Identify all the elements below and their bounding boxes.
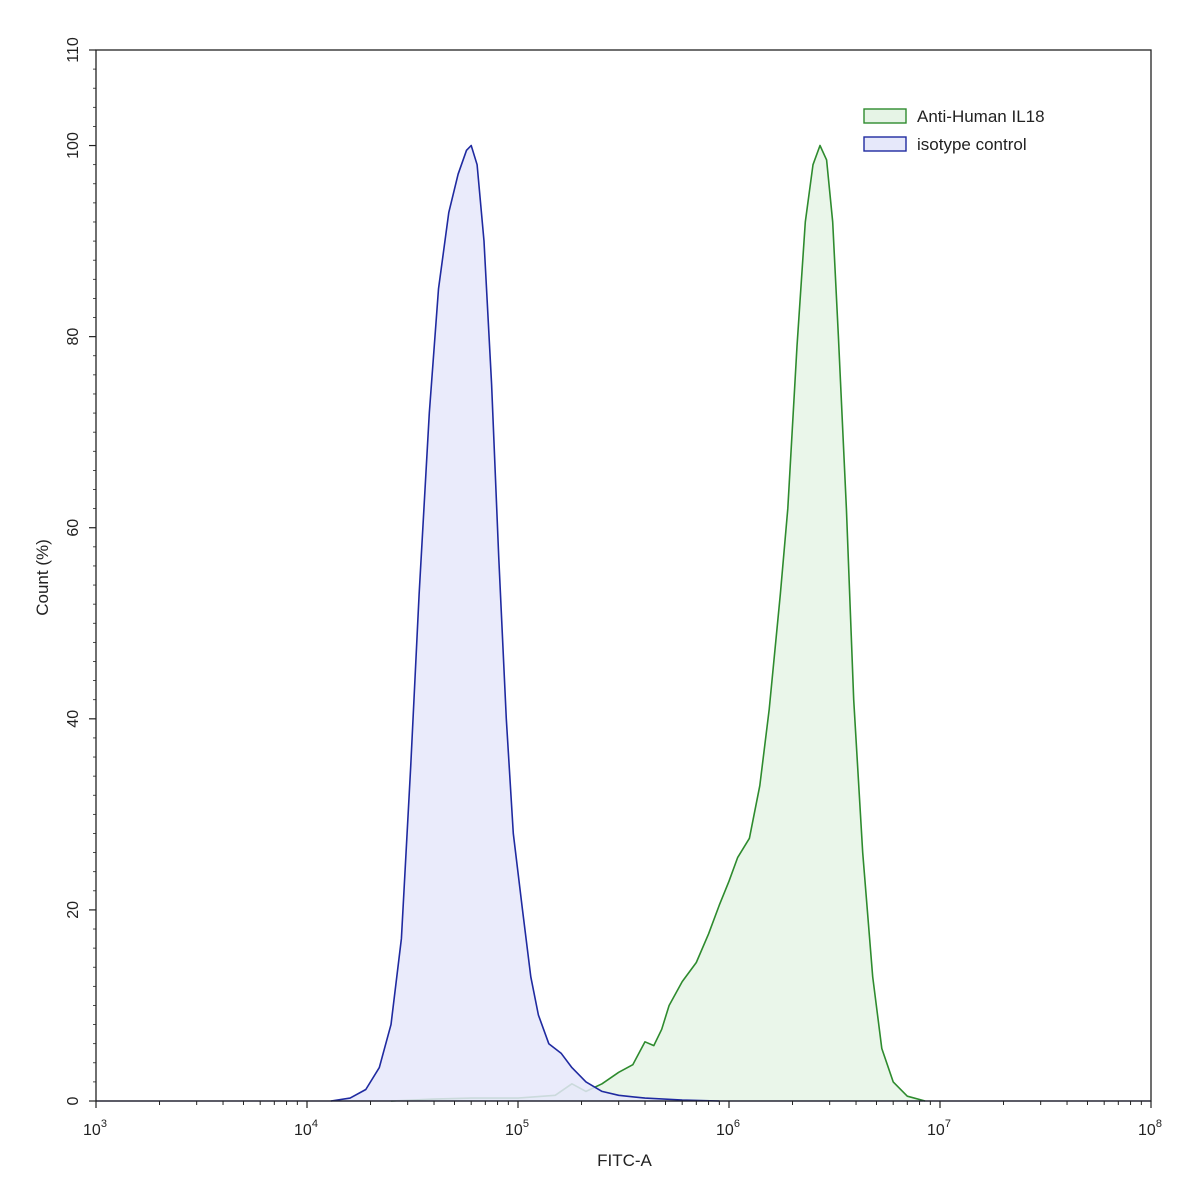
y-tick-label: 40 (65, 710, 82, 728)
y-tick-label: 100 (65, 132, 82, 159)
legend: Anti-Human IL18 isotype control (863, 107, 1045, 154)
legend-swatch (863, 136, 907, 152)
x-tick-label: 106 (716, 1118, 740, 1139)
x-tick-label: 103 (83, 1118, 107, 1139)
x-tick-label: 104 (294, 1118, 318, 1139)
y-tick-label: 80 (65, 328, 82, 346)
legend-label: isotype control (917, 135, 1027, 154)
y-axis-title: Count (%) (33, 539, 52, 616)
x-tick-label: 105 (505, 1118, 529, 1139)
y-tick-label: 110 (65, 37, 82, 63)
plot-frame (95, 49, 1152, 1102)
x-tick-label: 107 (927, 1118, 951, 1139)
series-line-isotype-control (330, 144, 720, 1102)
y-tick-label: 60 (65, 519, 82, 537)
x-tick-label: 108 (1138, 1118, 1162, 1139)
legend-label: Anti-Human IL18 (917, 107, 1045, 126)
y-axis-ticks: 0 20 40 60 80 100 110 (65, 37, 96, 1105)
y-tick-label: 0 (65, 1096, 82, 1105)
x-axis-ticks: 103 104 105 106 107 108 (83, 1101, 1162, 1139)
series-area-anti-human-il18 (391, 145, 926, 1101)
x-axis-title: FITC-A (597, 1151, 652, 1170)
legend-swatch (863, 108, 907, 124)
series-area-isotype-control (331, 145, 720, 1101)
y-tick-label: 20 (65, 901, 82, 919)
